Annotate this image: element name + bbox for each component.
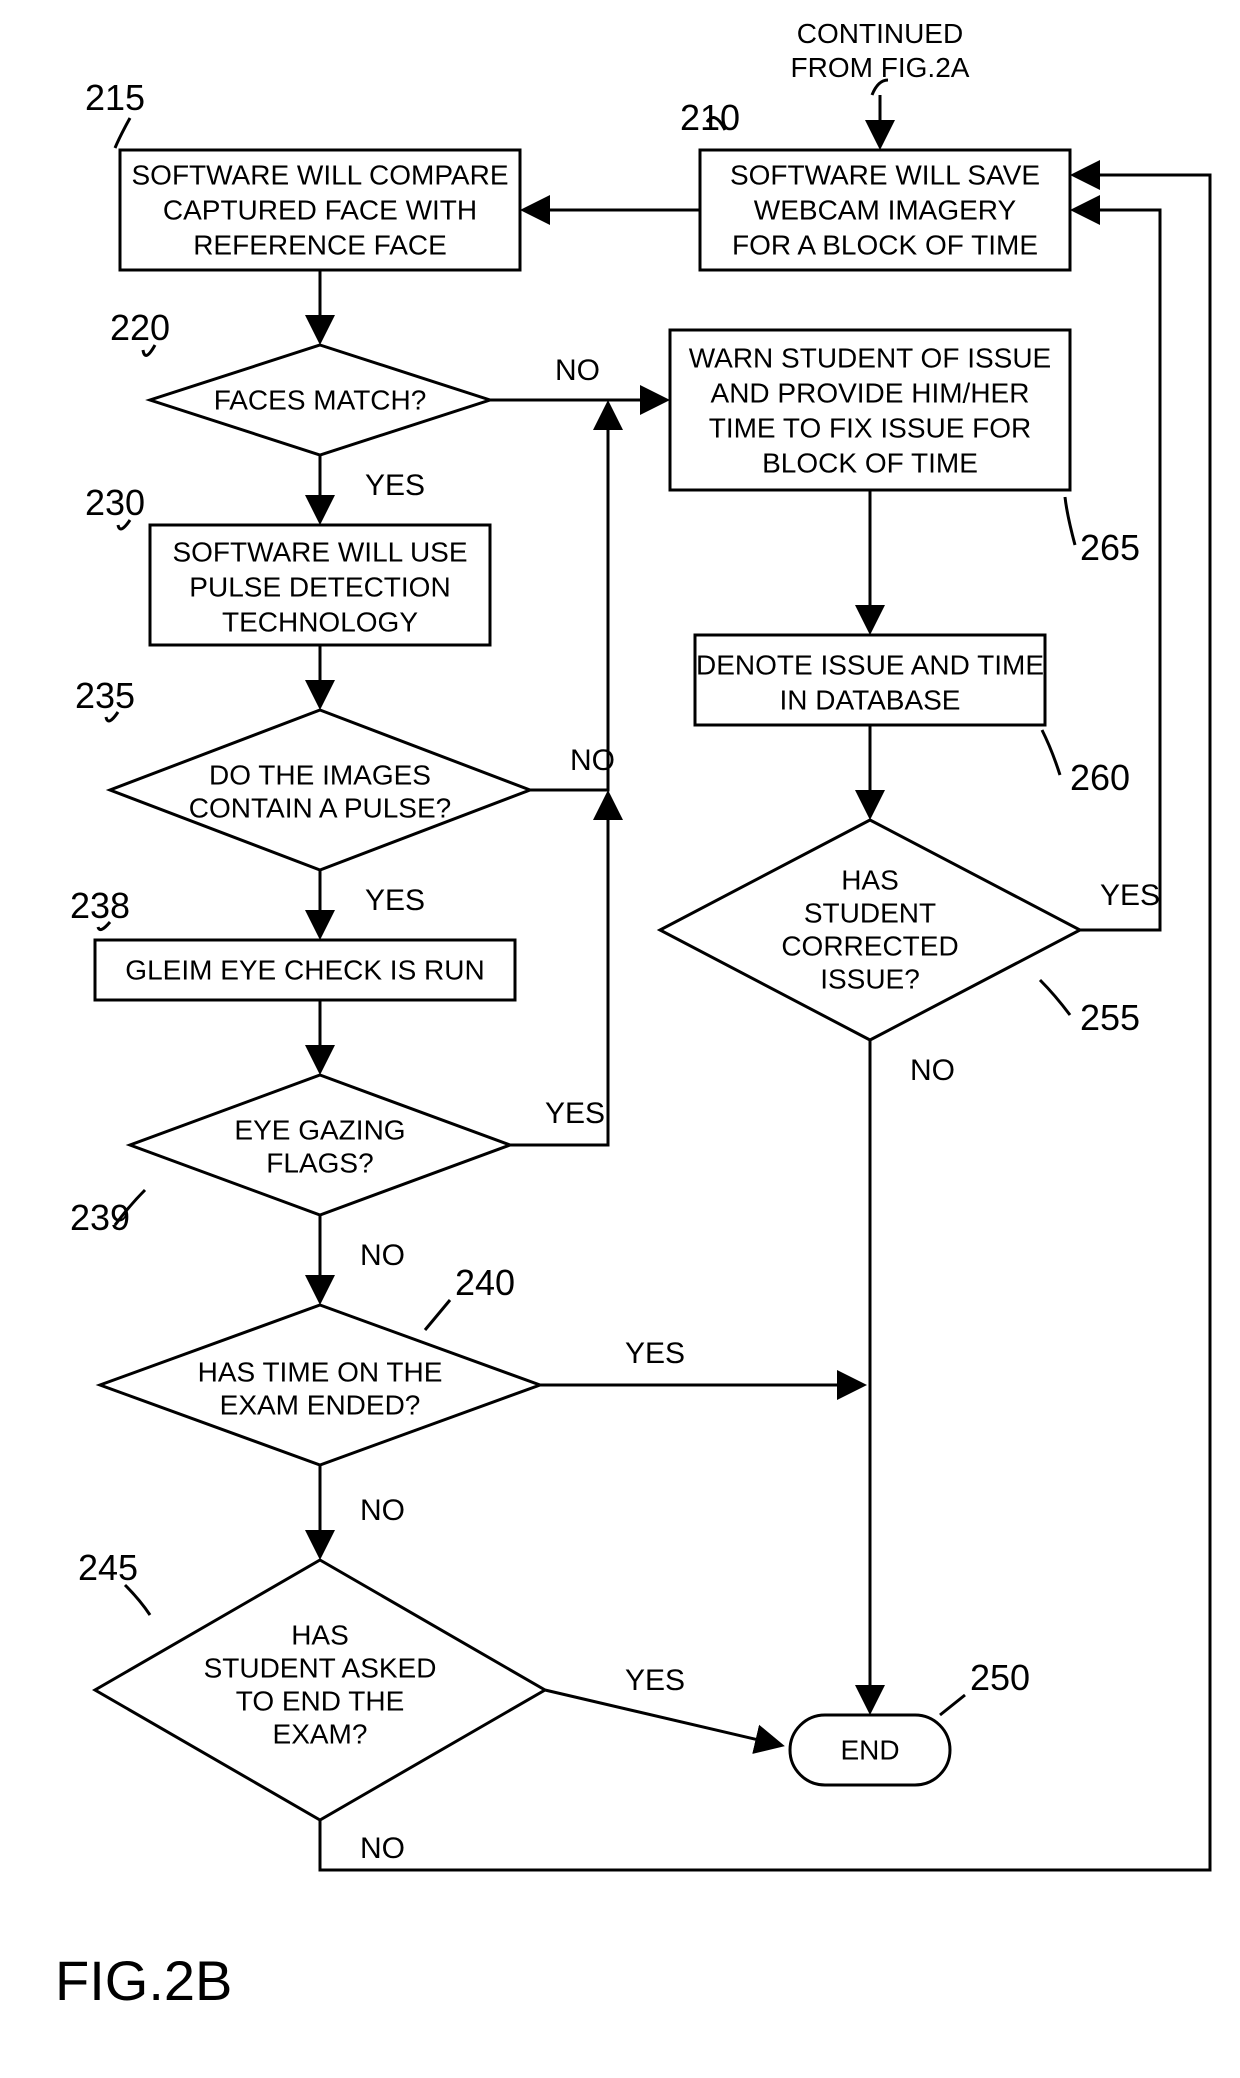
node-260-line2: IN DATABASE <box>779 685 960 716</box>
node-239-line2: FLAGS? <box>266 1148 373 1179</box>
label-239-no: NO <box>360 1239 405 1272</box>
edge-235-no-upmerge <box>530 405 608 790</box>
ref-250: 250 <box>970 1657 1030 1698</box>
node-245-line4: EXAM? <box>273 1719 368 1750</box>
node-265-line4: BLOCK OF TIME <box>762 448 978 479</box>
node-210-line3: FOR A BLOCK OF TIME <box>732 230 1038 261</box>
node-265-line2: AND PROVIDE HIM/HER <box>711 378 1030 409</box>
label-255-yes: YES <box>1100 879 1160 912</box>
ref-230: 230 <box>85 482 145 523</box>
ref-220: 220 <box>110 307 170 348</box>
edge-245-yes-to-end <box>545 1690 780 1745</box>
ref-255-squiggle <box>1040 980 1070 1015</box>
node-230-line2: PULSE DETECTION <box>189 572 450 603</box>
edge-239-yes-upmerge <box>510 795 608 1145</box>
node-245-line3: TO END THE <box>236 1686 405 1717</box>
node-210-line2: WEBCAM IMAGERY <box>754 195 1017 226</box>
node-265-line1: WARN STUDENT OF ISSUE <box>689 343 1051 374</box>
ref-215: 215 <box>85 77 145 118</box>
ref-215-squiggle <box>115 118 130 148</box>
node-245-line1: HAS <box>291 1620 349 1651</box>
node-215-line2: CAPTURED FACE WITH <box>163 195 477 226</box>
node-230-line1: SOFTWARE WILL USE <box>172 537 467 568</box>
node-239-line1: EYE GAZING <box>234 1115 405 1146</box>
label-240-yes: YES <box>625 1337 685 1370</box>
ref-240-squiggle <box>425 1300 450 1330</box>
node-240-line1: HAS TIME ON THE <box>198 1357 443 1388</box>
node-265-line3: TIME TO FIX ISSUE FOR <box>709 413 1032 444</box>
node-255-line1: HAS <box>841 865 899 896</box>
node-255-line4: ISSUE? <box>820 964 920 995</box>
ref-250-squiggle <box>940 1695 965 1715</box>
continued-from-line1: CONTINUEDFROM FIG.2A <box>791 18 970 83</box>
ref-238: 238 <box>70 885 130 926</box>
node-215-line3: REFERENCE FACE <box>193 230 447 261</box>
node-240-line2: EXAM ENDED? <box>220 1390 421 1421</box>
label-239-yes: YES <box>545 1097 605 1130</box>
ref-235: 235 <box>75 675 135 716</box>
ref-260-squiggle <box>1042 730 1060 775</box>
ref-245: 245 <box>78 1547 138 1588</box>
ref-240: 240 <box>455 1262 515 1303</box>
node-215-line1: SOFTWARE WILL COMPARE <box>132 160 509 191</box>
node-235-line2: CONTAIN A PULSE? <box>189 793 451 824</box>
label-220-no: NO <box>555 354 600 387</box>
flowchart-svg: CONTINUEDFROM FIG.2A SOFTWARE WILL SAVE … <box>0 0 1240 2078</box>
node-235-line1: DO THE IMAGES <box>209 760 431 791</box>
node-220-line1: FACES MATCH? <box>214 385 427 416</box>
ref-260: 260 <box>1070 757 1130 798</box>
ref-265: 265 <box>1080 527 1140 568</box>
node-250-line1: END <box>840 1735 899 1766</box>
label-240-no: NO <box>360 1494 405 1527</box>
label-245-yes: YES <box>625 1664 685 1697</box>
figure-label: FIG.2B <box>55 1949 232 2012</box>
node-255-line3: CORRECTED <box>781 931 958 962</box>
label-235-yes: YES <box>365 884 425 917</box>
node-260-line1: DENOTE ISSUE AND TIME <box>696 650 1044 681</box>
flowchart-container: CONTINUEDFROM FIG.2A SOFTWARE WILL SAVE … <box>0 0 1240 2078</box>
label-235-no: NO <box>570 744 615 777</box>
label-255-no: NO <box>910 1054 955 1087</box>
edge-255-yes-to-210 <box>1075 210 1160 930</box>
node-255-line2: STUDENT <box>804 898 936 929</box>
label-220-yes: YES <box>365 469 425 502</box>
node-245-line2: STUDENT ASKED <box>204 1653 437 1684</box>
ref-255: 255 <box>1080 997 1140 1038</box>
node-238-line1: GLEIM EYE CHECK IS RUN <box>125 955 484 986</box>
ref-245-squiggle <box>125 1585 150 1615</box>
node-230-line3: TECHNOLOGY <box>222 607 418 638</box>
ref-265-squiggle <box>1065 497 1075 545</box>
label-245-no: NO <box>360 1832 405 1865</box>
node-210-line1: SOFTWARE WILL SAVE <box>730 160 1040 191</box>
